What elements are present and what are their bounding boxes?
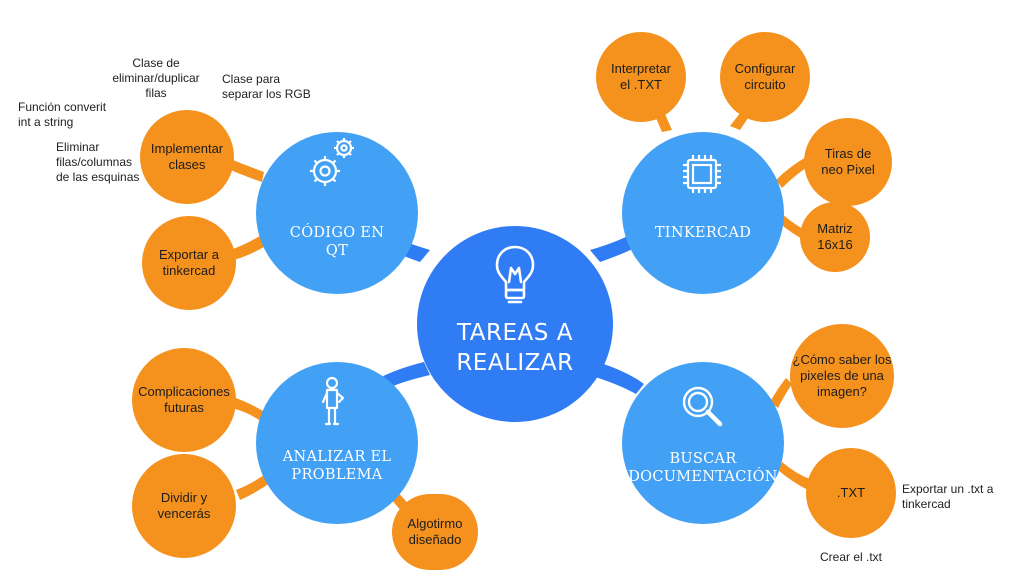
sub-txt-label: .TXT xyxy=(836,485,866,500)
sub-exportar-tinkercad-label: Exportar a tinkercad xyxy=(159,247,219,278)
note-eliminar-esquinas: Eliminar filas/columnas de las esquinas xyxy=(56,140,140,184)
sub-algoritmo-disenado-label: Algotirmo diseñado xyxy=(407,516,463,547)
note-exportar-txt: Exportar un .txt a tinkercad xyxy=(902,482,994,511)
note-crear-txt: Crear el .txt xyxy=(820,550,883,564)
center-label: TAREAS A REALIZAR xyxy=(456,320,574,376)
connector-tiras xyxy=(776,156,812,188)
branch-codigo-node[interactable]: CÓDIGO EN QT xyxy=(256,132,418,294)
sub-txt[interactable]: .TXT xyxy=(806,448,896,538)
sub-matriz-16x16-label: Matriz 16x16 xyxy=(817,221,853,252)
sub-configurar-circuito[interactable]: Configurar circuito xyxy=(720,32,810,122)
gears-icon xyxy=(310,138,354,186)
center-node[interactable] xyxy=(417,226,613,422)
sub-configurar-circuito-label: Configurar circuito xyxy=(734,61,796,92)
sub-interpretar-txt[interactable]: Interpretar el .TXT xyxy=(596,32,686,122)
connector-implementar xyxy=(226,158,264,182)
note-funcion-convertir: Función converit int a string xyxy=(18,100,107,129)
branch-tinkercad-label: TINKERCAD xyxy=(654,225,752,241)
sub-complicaciones-futuras[interactable]: Complicaciones futuras xyxy=(132,348,236,452)
note-clase-eliminar-duplicar: Clase de eliminar/duplicar filas xyxy=(112,56,200,100)
sub-dividir-venceras[interactable]: Dividir y vencerás xyxy=(132,454,236,558)
person-thinking-icon xyxy=(321,376,345,426)
sub-tiras-neopixel-label: Tiras de neo Pixel xyxy=(821,146,875,177)
sub-pixeles-imagen-label: ¿Cómo saber los pixeles de una imagen? xyxy=(792,352,892,399)
connector-center-buscar xyxy=(592,362,644,394)
sub-matriz-16x16[interactable]: Matriz 16x16 xyxy=(800,202,870,272)
sub-tiras-neopixel[interactable]: Tiras de neo Pixel xyxy=(804,118,892,206)
connector-pixeles xyxy=(770,378,792,408)
branch-buscar-label: BUSCAR DOCUMENTACIÓN xyxy=(628,451,778,485)
magnifier-icon xyxy=(682,386,723,427)
connector-complicaciones xyxy=(232,398,268,422)
chip-icon xyxy=(683,155,721,193)
branch-codigo-label: CÓDIGO EN QT xyxy=(289,225,385,259)
note-clase-separar-rgb: Clase para separar los RGB xyxy=(222,72,311,101)
sub-complicaciones-futuras-label: Complicaciones futuras xyxy=(138,384,230,415)
sub-implementar-clases[interactable]: Implementar clases xyxy=(140,110,234,204)
sub-algoritmo-disenado[interactable]: Algotirmo diseñado xyxy=(392,494,478,570)
connector-txt xyxy=(778,462,812,490)
sub-exportar-tinkercad[interactable]: Exportar a tinkercad xyxy=(142,216,236,310)
lightbulb-icon xyxy=(495,245,535,304)
sub-interpretar-txt-label: Interpretar el .TXT xyxy=(611,61,671,92)
sub-dividir-venceras-label: Dividir y vencerás xyxy=(157,490,211,521)
sub-implementar-clases-label: Implementar clases xyxy=(150,141,224,172)
sub-pixeles-imagen[interactable]: ¿Cómo saber los pixeles de una imagen? xyxy=(790,324,894,428)
branch-analizar-label: ANALIZAR EL PROBLEMA xyxy=(282,449,392,483)
